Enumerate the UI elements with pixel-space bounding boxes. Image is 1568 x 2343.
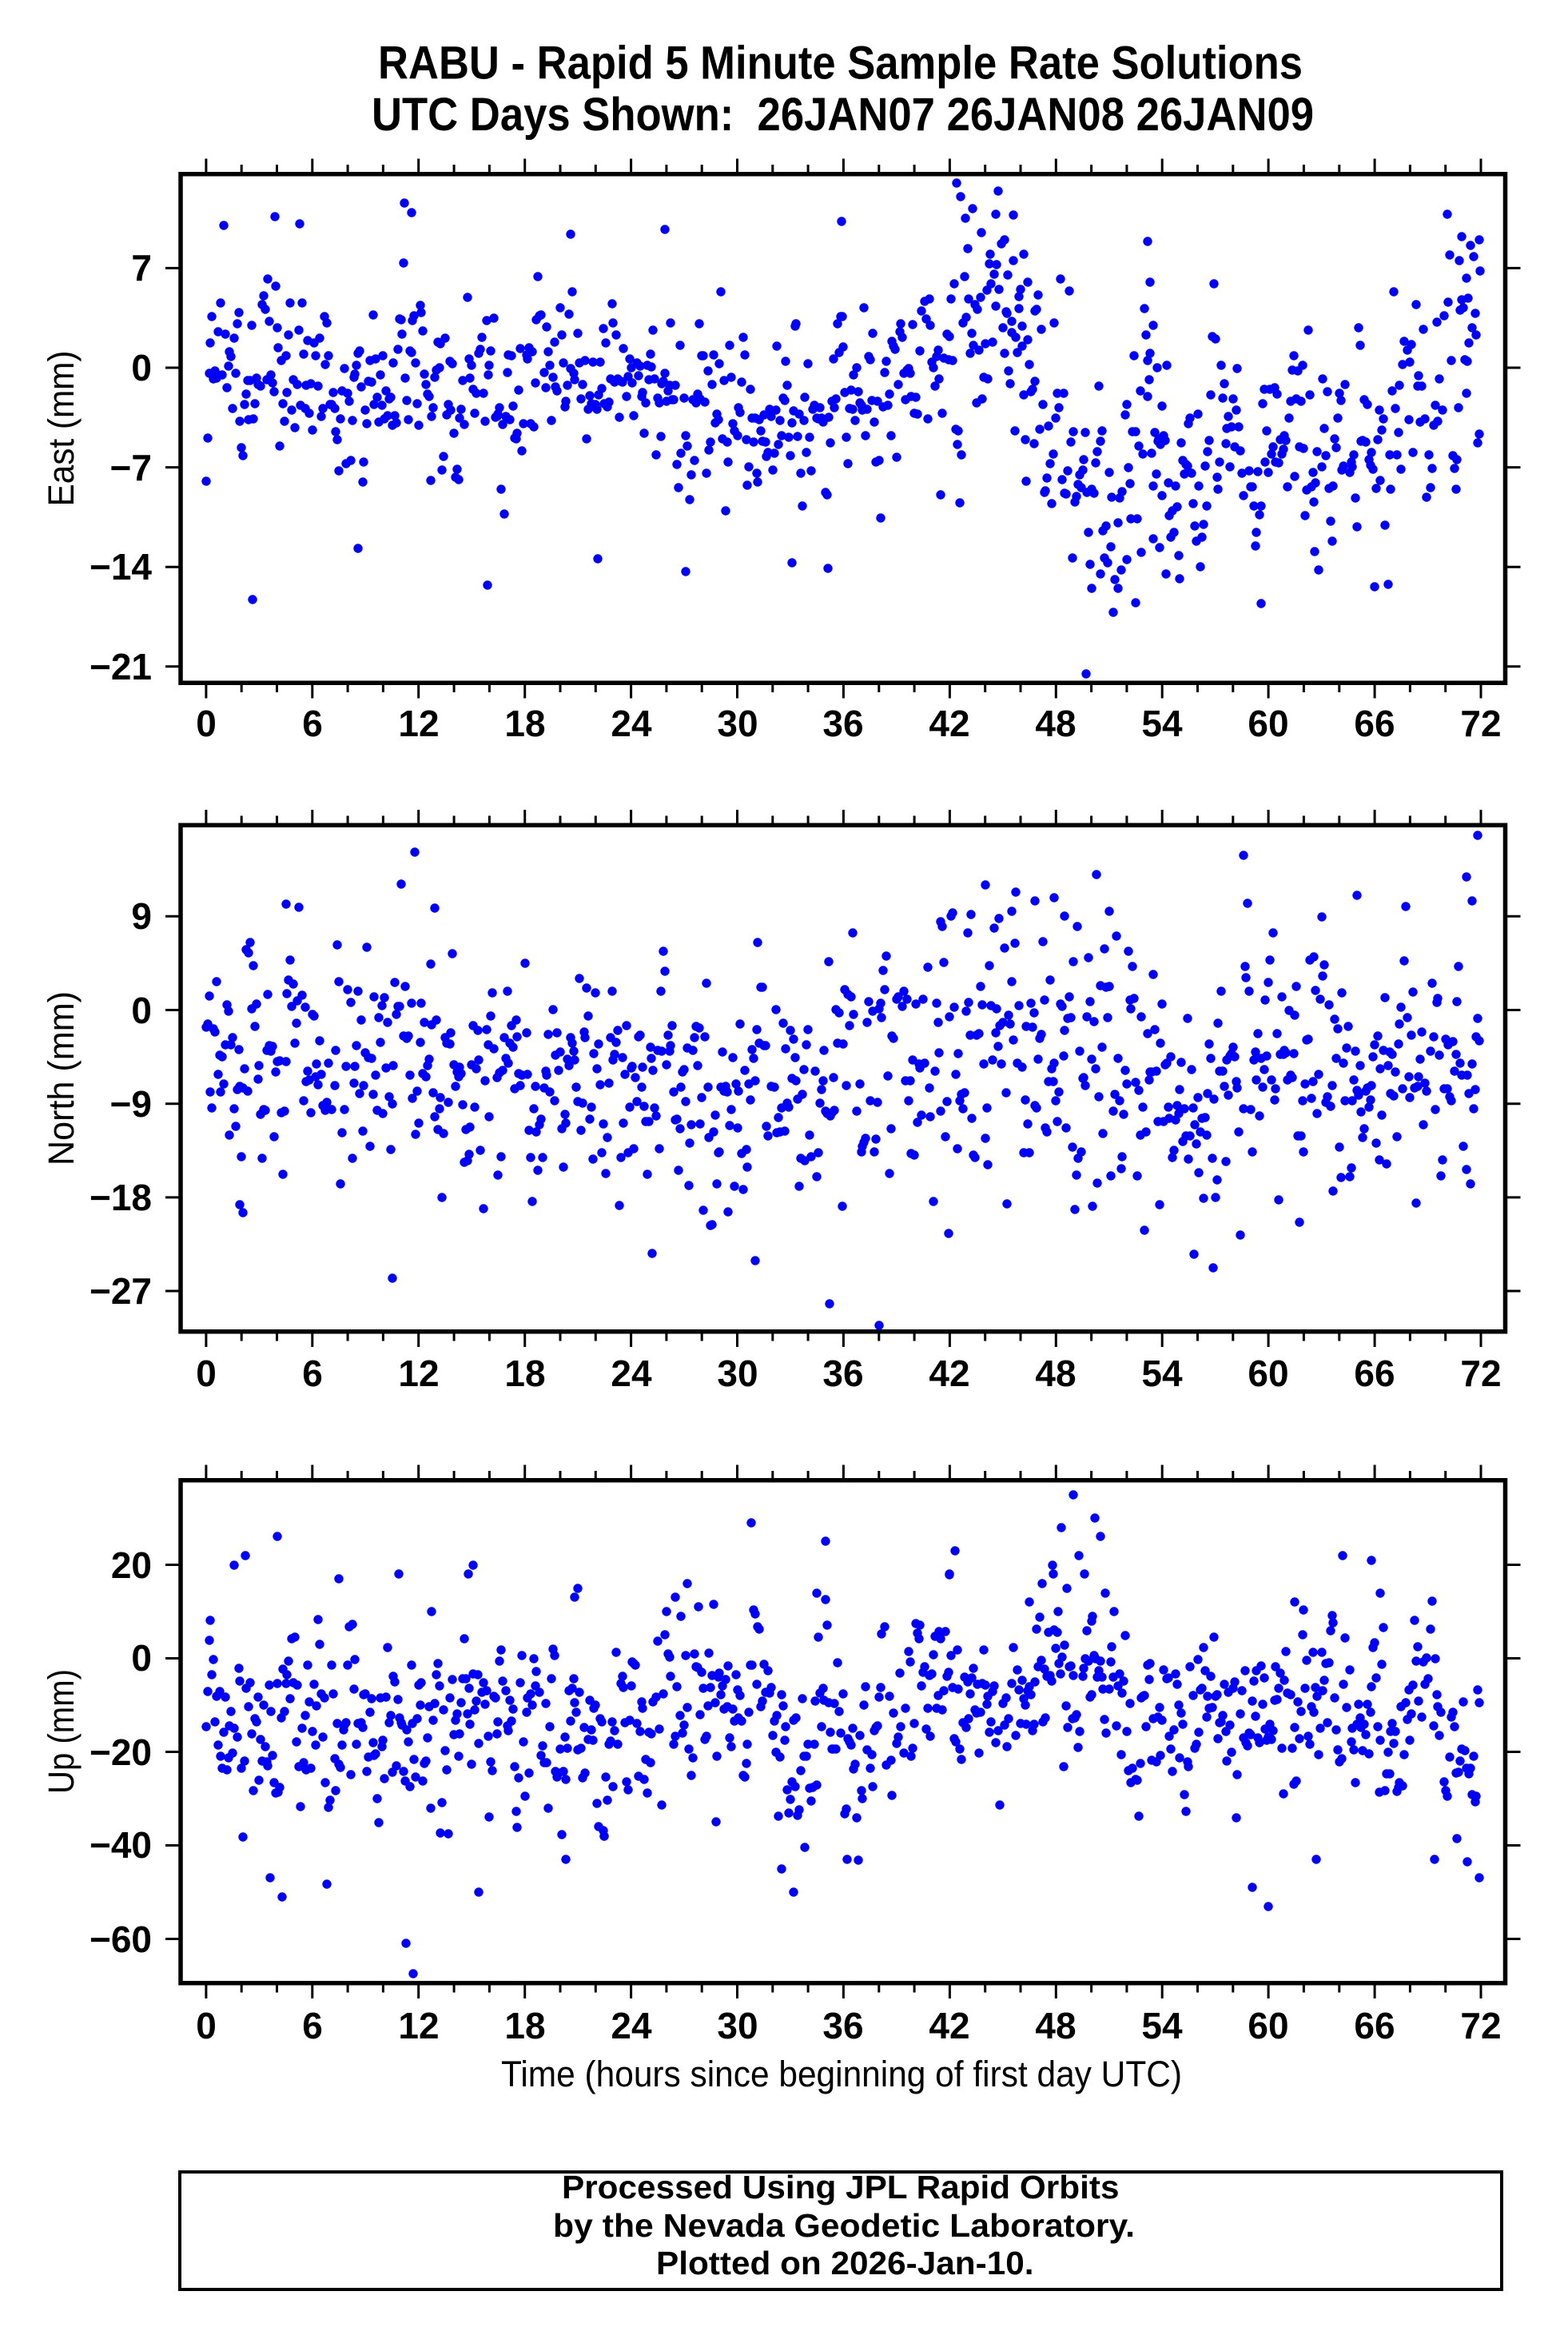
svg-text:6: 6	[302, 1353, 323, 1394]
svg-text:18: 18	[504, 703, 545, 744]
svg-text:30: 30	[717, 2005, 758, 2046]
svg-text:30: 30	[717, 703, 758, 744]
svg-text:24: 24	[611, 703, 652, 744]
svg-text:66: 66	[1354, 1353, 1395, 1394]
svg-text:72: 72	[1460, 1353, 1501, 1394]
svg-text:UTC Days Shown: 26JAN07 26JAN: UTC Days Shown: 26JAN07 26JAN08 26JAN09	[372, 89, 1314, 141]
svg-text:RABU - Rapid 5 Minute Sample R: RABU - Rapid 5 Minute Sample Rate Soluti…	[378, 38, 1303, 90]
svg-text:−21: −21	[90, 646, 152, 687]
svg-text:6: 6	[302, 2005, 323, 2046]
svg-text:24: 24	[611, 1353, 652, 1394]
svg-text:East (mm): East (mm)	[41, 351, 82, 507]
svg-text:0: 0	[131, 990, 152, 1031]
svg-text:by the Nevada Geodetic Laborat: by the Nevada Geodetic Laboratory.	[553, 2207, 1135, 2244]
svg-text:18: 18	[504, 2005, 545, 2046]
svg-text:−27: −27	[90, 1270, 152, 1312]
svg-text:−9: −9	[110, 1083, 152, 1125]
svg-text:66: 66	[1354, 703, 1395, 744]
svg-text:48: 48	[1035, 2005, 1076, 2046]
svg-text:12: 12	[398, 1353, 439, 1394]
svg-text:72: 72	[1460, 703, 1501, 744]
svg-text:0: 0	[196, 1353, 217, 1394]
svg-text:54: 54	[1141, 703, 1183, 744]
svg-text:Up (mm): Up (mm)	[41, 1669, 82, 1794]
svg-text:48: 48	[1035, 703, 1076, 744]
svg-text:30: 30	[717, 1353, 758, 1394]
svg-text:24: 24	[611, 2005, 652, 2046]
svg-text:−20: −20	[90, 1731, 152, 1773]
svg-text:42: 42	[929, 703, 969, 744]
svg-text:60: 60	[1248, 1353, 1288, 1394]
svg-text:7: 7	[131, 247, 152, 289]
svg-text:66: 66	[1354, 2005, 1395, 2046]
svg-text:9: 9	[131, 895, 152, 937]
svg-text:North (mm): North (mm)	[41, 991, 82, 1166]
svg-text:36: 36	[822, 1353, 863, 1394]
svg-text:54: 54	[1141, 2005, 1183, 2046]
svg-text:−14: −14	[90, 546, 152, 588]
svg-text:42: 42	[929, 2005, 969, 2046]
svg-text:0: 0	[196, 703, 217, 744]
svg-text:42: 42	[929, 1353, 969, 1394]
svg-text:Processed Using JPL Rapid Orbi: Processed Using JPL Rapid Orbits	[562, 2169, 1120, 2206]
svg-text:0: 0	[196, 2005, 217, 2046]
svg-text:54: 54	[1141, 1353, 1183, 1394]
svg-text:6: 6	[302, 703, 323, 744]
svg-text:−18: −18	[90, 1177, 152, 1218]
svg-text:36: 36	[822, 2005, 863, 2046]
svg-text:20: 20	[111, 1544, 152, 1586]
svg-text:−60: −60	[90, 1919, 152, 1960]
svg-text:48: 48	[1035, 1353, 1076, 1394]
svg-text:60: 60	[1248, 703, 1288, 744]
svg-text:Time (hours since beginning of: Time (hours since beginning of first day…	[501, 2054, 1182, 2094]
svg-text:60: 60	[1248, 2005, 1288, 2046]
svg-text:12: 12	[398, 703, 439, 744]
svg-text:0: 0	[131, 347, 152, 389]
svg-text:Plotted on 2026-Jan-10.: Plotted on 2026-Jan-10.	[656, 2245, 1034, 2281]
svg-text:36: 36	[822, 703, 863, 744]
svg-text:18: 18	[504, 1353, 545, 1394]
svg-text:72: 72	[1460, 2005, 1501, 2046]
svg-text:−7: −7	[110, 447, 152, 488]
svg-text:0: 0	[131, 1637, 152, 1679]
svg-text:12: 12	[398, 2005, 439, 2046]
svg-text:−40: −40	[90, 1824, 152, 1866]
